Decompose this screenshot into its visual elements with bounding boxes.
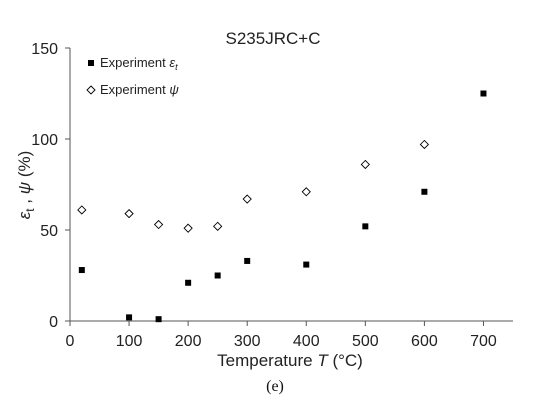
x-axis-title-unit: (°C) — [328, 351, 363, 370]
data-point-reduction — [77, 205, 87, 215]
y-axis-title-unit: (%) — [15, 151, 34, 182]
data-point-strain — [78, 267, 85, 274]
data-point-strain — [421, 188, 428, 195]
y-tick-label: 150 — [31, 41, 58, 58]
x-tick-label: 600 — [411, 333, 438, 350]
data-point-strain — [480, 90, 487, 97]
x-tick-label: 200 — [175, 333, 202, 350]
y-axis-title: εt , ψ (%) — [15, 151, 37, 220]
legend-marker-reduction — [86, 85, 96, 95]
data-points — [77, 90, 487, 323]
data-point-strain — [214, 272, 221, 279]
data-point-reduction — [213, 221, 223, 231]
data-point-strain — [303, 261, 310, 268]
x-tick-label: 400 — [293, 333, 320, 350]
x-tick-label: 100 — [116, 333, 143, 350]
x-tick-label: 700 — [470, 333, 497, 350]
chart-title: S235JRC+C — [226, 29, 321, 48]
y-axis-title-separator: , — [15, 194, 34, 208]
y-tick-label: 100 — [31, 132, 58, 149]
ticks: 0 100 200 300 400 500 600 700 0 50 100 150 — [31, 41, 497, 350]
data-point-reduction — [183, 223, 193, 233]
y-axis-title-epsilon: ε — [15, 211, 34, 219]
data-point-reduction — [124, 208, 134, 219]
data-point-strain — [244, 257, 251, 264]
data-point-reduction — [242, 194, 252, 204]
data-point-strain — [185, 279, 192, 286]
data-point-strain — [126, 314, 133, 321]
legend-label-reduction: Experiment ψ — [100, 82, 179, 97]
data-point-reduction — [419, 139, 430, 150]
data-point-strain — [155, 316, 162, 323]
x-tick-label: 0 — [66, 333, 75, 350]
data-point-strain — [362, 223, 369, 230]
x-axis-title-variable: T — [317, 351, 329, 370]
y-axis-title-epsilon-sub: t — [23, 208, 37, 212]
scatter-chart: 0 100 200 300 400 500 600 700 0 50 100 150 Experime… — [15, 29, 513, 370]
x-axis-title-prefix: Temperature — [217, 351, 317, 370]
legend: Experiment εt Experiment ψ — [86, 55, 179, 97]
y-axis-title-psi: ψ — [15, 182, 34, 194]
y-tick-label: 50 — [40, 223, 58, 240]
legend-label-strain: Experiment εt — [100, 55, 178, 72]
axes — [69, 48, 513, 322]
data-point-reduction — [301, 187, 311, 197]
legend-marker-strain — [88, 60, 94, 66]
x-tick-label: 500 — [352, 333, 379, 350]
data-point-reduction — [360, 159, 370, 170]
figure-caption: (e) — [266, 378, 284, 395]
y-tick-label: 0 — [49, 314, 58, 331]
data-point-reduction — [153, 219, 164, 230]
x-tick-label: 300 — [234, 333, 261, 350]
x-axis-title: Temperature T (°C) — [217, 351, 363, 370]
